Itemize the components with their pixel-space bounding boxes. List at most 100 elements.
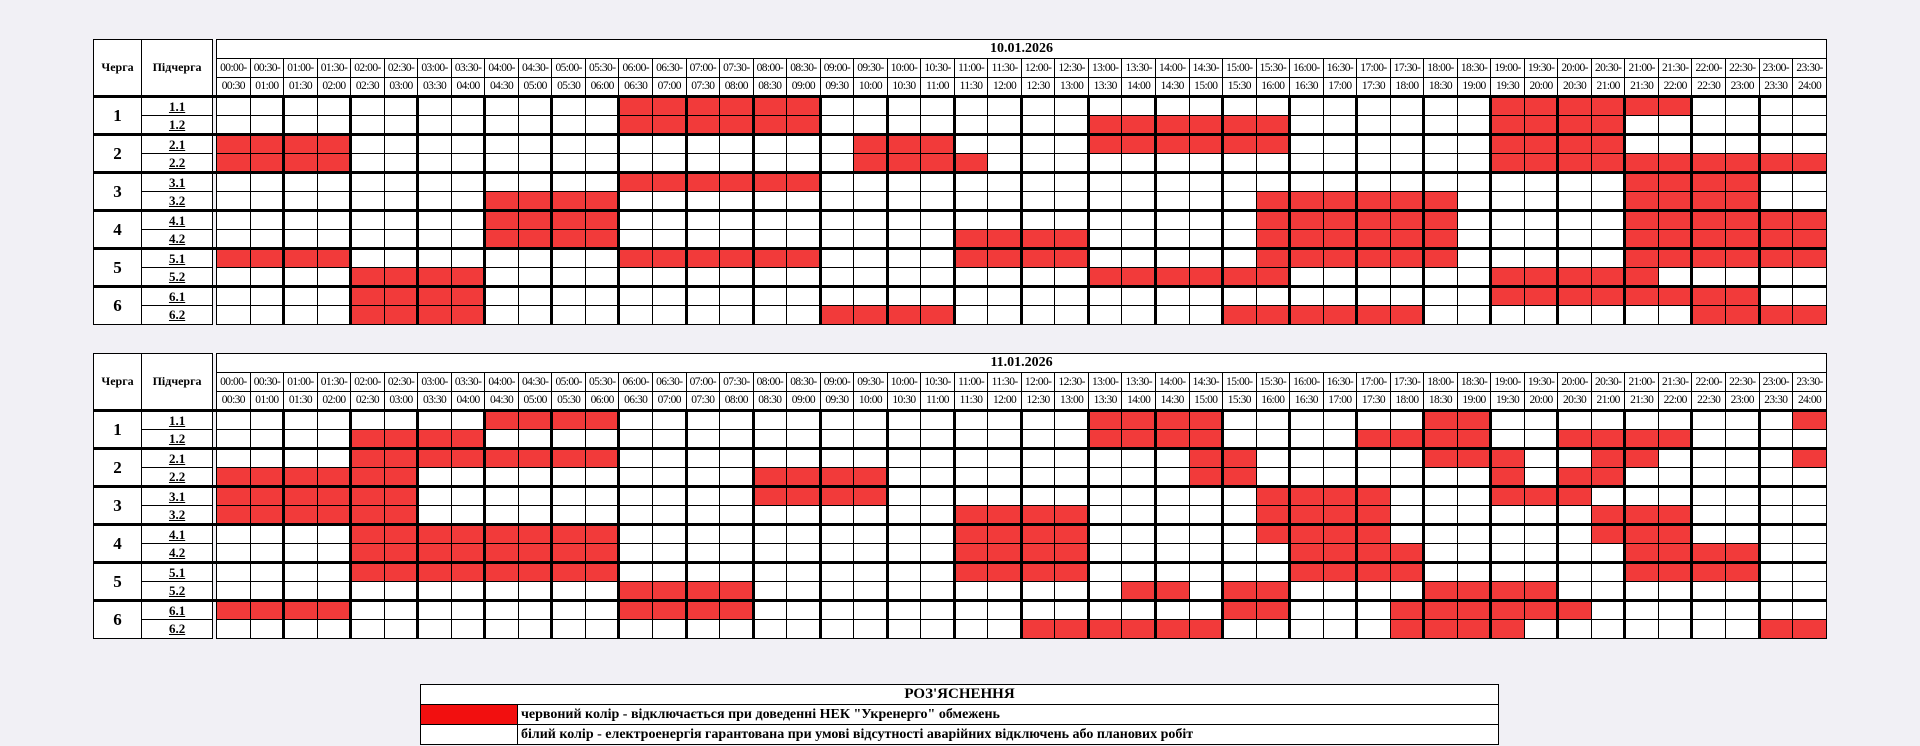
power-slot [719, 447, 754, 468]
outage-slot [684, 247, 721, 268]
outage-slot [416, 267, 452, 287]
outage-slot [652, 95, 687, 116]
power-slot [1690, 581, 1727, 601]
subqueue-number: 3.2 [141, 191, 214, 211]
outage-slot [1255, 247, 1291, 268]
power-slot [1623, 115, 1659, 135]
time-end-label: 16:30 [1289, 77, 1324, 97]
outage-slot [952, 247, 989, 268]
subqueue-number: 3.1 [141, 171, 214, 192]
power-slot [1154, 599, 1190, 620]
power-slot [952, 581, 989, 601]
power-slot [1623, 467, 1659, 487]
power-slot [818, 153, 855, 173]
power-slot [1389, 447, 1425, 468]
power-slot [1086, 543, 1123, 563]
power-slot [1422, 171, 1458, 192]
power-slot [617, 561, 654, 582]
power-slot [517, 429, 553, 449]
power-slot [1657, 581, 1693, 601]
outage-slot [1590, 429, 1626, 449]
power-slot [1690, 467, 1727, 487]
power-slot [316, 561, 352, 582]
outage-slot [416, 561, 452, 582]
power-slot [1422, 267, 1458, 287]
outage-slot [1086, 115, 1123, 135]
power-slot [1086, 505, 1123, 525]
power-slot [719, 191, 754, 211]
outage-slot [550, 523, 586, 544]
power-slot [1590, 229, 1626, 249]
power-slot [853, 505, 888, 525]
time-end-label: 20:00 [1523, 77, 1559, 97]
power-slot [282, 305, 318, 325]
power-slot [952, 267, 989, 287]
power-slot [885, 285, 922, 306]
power-slot [282, 191, 318, 211]
power-slot [1456, 523, 1492, 544]
time-end-label: 15:30 [1222, 391, 1257, 411]
time-start-label: 00:30- [249, 372, 285, 392]
subqueue-row: 3.2 [94, 505, 1827, 525]
power-slot [684, 429, 721, 449]
power-slot [550, 133, 586, 154]
power-slot [617, 429, 654, 449]
power-slot [1590, 543, 1626, 563]
power-slot [853, 171, 888, 192]
column-gap [212, 115, 217, 135]
power-slot [450, 599, 486, 620]
outage-slot [1255, 305, 1291, 325]
time-start-label: 02:30- [383, 372, 419, 392]
subqueue-header: Підчерга [141, 39, 214, 97]
outage-slot [1355, 561, 1391, 582]
outage-slot [1389, 209, 1425, 230]
time-end-label: 17:30 [1356, 391, 1391, 411]
power-slot [1623, 133, 1659, 154]
power-slot [1657, 409, 1693, 430]
outage-slot [1623, 171, 1659, 192]
power-slot [316, 95, 352, 116]
outage-slot [1355, 229, 1391, 249]
time-end-label: 15:30 [1222, 77, 1257, 97]
power-slot [1221, 153, 1257, 173]
power-slot [1121, 229, 1156, 249]
power-slot [1556, 447, 1592, 468]
power-slot [987, 485, 1022, 506]
outage-slot [1322, 247, 1358, 268]
outage-slot [282, 247, 318, 268]
subqueue-row: 2 2.1 [92, 133, 1827, 173]
time-end-label: 13:30 [1087, 391, 1123, 411]
power-slot [1456, 505, 1492, 525]
power-slot [1019, 305, 1056, 325]
time-end-label: 10:30 [886, 77, 922, 97]
outage-slot [751, 247, 788, 268]
power-slot [1422, 543, 1458, 563]
queue-number: 1 [92, 409, 143, 449]
power-slot [1054, 285, 1089, 306]
power-slot [1121, 599, 1156, 620]
power-slot [853, 209, 888, 230]
power-slot [751, 285, 788, 306]
power-slot [818, 267, 855, 287]
outage-slot [1255, 505, 1291, 525]
outage-slot [1288, 305, 1324, 325]
outage-slot [1657, 543, 1693, 563]
time-start-label: 00:30- [249, 58, 285, 78]
outage-slot [316, 505, 352, 525]
column-gap [212, 209, 217, 230]
power-slot [1456, 247, 1492, 268]
power-slot [719, 429, 754, 449]
outage-slot [1523, 599, 1559, 620]
power-slot [617, 505, 654, 525]
column-gap [212, 561, 217, 582]
outage-slot [1121, 267, 1156, 287]
power-slot [617, 133, 654, 154]
subqueue-row: 5 5.1 [92, 247, 1827, 287]
power-slot [1019, 447, 1056, 468]
power-slot [1255, 561, 1291, 582]
power-slot [550, 505, 586, 525]
power-slot [920, 581, 955, 601]
power-slot [584, 267, 620, 287]
power-slot [1657, 619, 1693, 639]
power-slot [1054, 447, 1089, 468]
